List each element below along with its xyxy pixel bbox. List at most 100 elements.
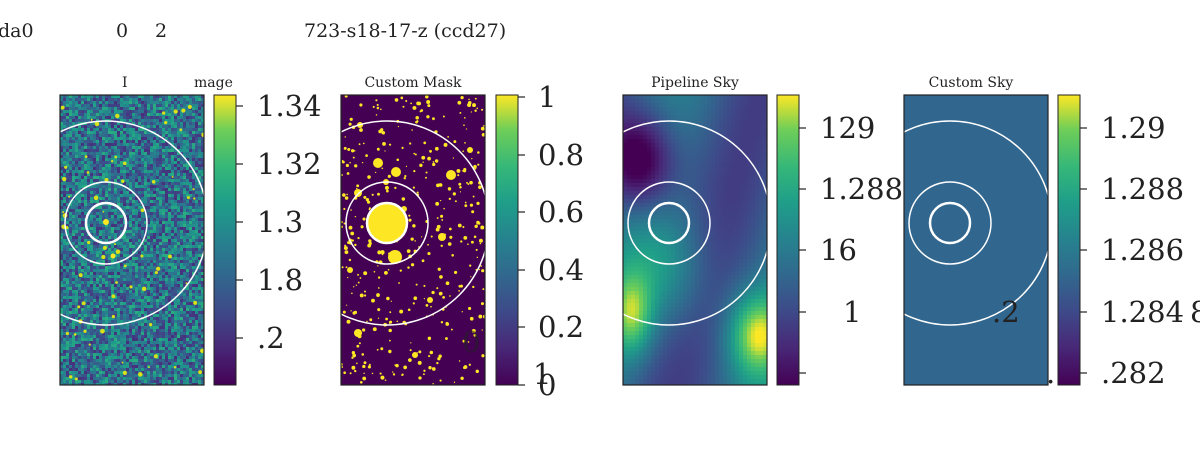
heatmap-cell: [60, 293, 63, 296]
mask-speck: [358, 342, 361, 345]
heatmap-cell: [123, 143, 126, 146]
heatmap-cell: [126, 182, 129, 185]
heatmap-cell: [105, 260, 108, 263]
heatmap-cell: [144, 227, 147, 230]
heatmap-cell: [114, 302, 117, 305]
heatmap-cell: [84, 98, 87, 101]
heatmap-cell: [144, 215, 147, 218]
heatmap-cell: [156, 290, 159, 293]
heatmap-cell: [105, 287, 108, 290]
heatmap-cell: [141, 95, 144, 98]
heatmap-cell: [72, 239, 75, 242]
heatmap-cell: [135, 227, 138, 230]
heatmap-cell: [108, 143, 111, 146]
heatmap-cell: [60, 233, 63, 236]
heatmap-cell: [108, 287, 111, 290]
heatmap-cell: [84, 266, 87, 269]
heatmap-cell: [156, 245, 159, 248]
heatmap-cell: [168, 299, 171, 302]
heatmap-cell: [183, 248, 186, 251]
heatmap-cell: [156, 221, 159, 224]
heatmap-cell: [183, 335, 186, 338]
heatmap-cell: [171, 254, 174, 257]
heatmap-cell: [69, 350, 72, 353]
source-point: [148, 366, 150, 368]
heatmap-cell: [198, 137, 201, 140]
heatmap-cell: [174, 221, 177, 224]
heatmap-cell: [84, 284, 87, 287]
heatmap-cell: [141, 365, 144, 368]
heatmap-cell: [135, 122, 138, 125]
heatmap-cell: [141, 170, 144, 173]
heatmap-cell: [186, 302, 189, 305]
heatmap-cell: [96, 224, 99, 227]
heatmap-cell: [123, 260, 126, 263]
heatmap-cell: [132, 311, 135, 314]
heatmap-cell: [141, 275, 144, 278]
heatmap-cell: [141, 212, 144, 215]
heatmap-cell: [177, 146, 180, 149]
heatmap-cell: [189, 293, 192, 296]
heatmap-cell: [90, 242, 93, 245]
heatmap-cell: [195, 245, 198, 248]
heatmap-cell: [66, 143, 69, 146]
heatmap-cell: [126, 263, 129, 266]
heatmap-cell: [126, 152, 129, 155]
heatmap-cell: [183, 380, 186, 383]
heatmap-cell: [123, 104, 126, 107]
heatmap-cell: [153, 170, 156, 173]
heatmap-cell: [168, 287, 171, 290]
heatmap-cell: [189, 332, 192, 335]
heatmap-cell: [102, 278, 105, 281]
heatmap-cell: [75, 266, 78, 269]
heatmap-cell: [90, 113, 93, 116]
heatmap-cell: [165, 182, 168, 185]
heatmap-cell: [165, 110, 168, 113]
heatmap-cell: [108, 140, 111, 143]
heatmap-cell: [162, 308, 165, 311]
heatmap-cell: [66, 131, 69, 134]
heatmap-cell: [183, 278, 186, 281]
heatmap-cell: [84, 275, 87, 278]
heatmap-cell: [69, 254, 72, 257]
heatmap-cell: [129, 110, 132, 113]
heatmap-cell: [201, 248, 204, 251]
mask-speck: [359, 128, 363, 132]
heatmap-cell: [99, 149, 102, 152]
colorbar-image-tick: 1.3: [257, 205, 303, 239]
heatmap-cell: [102, 311, 105, 314]
heatmap-cell: [72, 254, 75, 257]
heatmap-cell: [198, 239, 201, 242]
heatmap-cell: [72, 116, 75, 119]
heatmap-cell: [120, 263, 123, 266]
heatmap-cell: [171, 98, 174, 101]
heatmap-cell: [102, 113, 105, 116]
heatmap-cell: [174, 233, 177, 236]
heatmap-cell: [93, 326, 96, 329]
heatmap-cell: [99, 290, 102, 293]
heatmap-cell: [135, 374, 138, 377]
heatmap-cell: [78, 290, 81, 293]
heatmap-cell: [78, 158, 81, 161]
heatmap-cell: [105, 320, 108, 323]
heatmap-cell: [153, 350, 156, 353]
heatmap-cell: [120, 365, 123, 368]
heatmap-cell: [69, 176, 72, 179]
heatmap-cell: [81, 104, 84, 107]
heatmap-cell: [165, 287, 168, 290]
mask-speck: [342, 193, 346, 197]
heatmap-cell: [180, 308, 183, 311]
heatmap-cell: [141, 290, 144, 293]
heatmap-cell: [123, 323, 126, 326]
heatmap-cell: [198, 185, 201, 188]
heatmap-cell: [93, 230, 96, 233]
source-point: [181, 108, 186, 113]
heatmap-cell: [198, 209, 201, 212]
heatmap-cell: [117, 128, 120, 131]
heatmap-cell: [144, 206, 147, 209]
heatmap-cell: [156, 101, 159, 104]
heatmap-cell: [153, 260, 156, 263]
heatmap-cell: [123, 158, 126, 161]
heatmap-cell: [90, 353, 93, 356]
heatmap-cell: [201, 326, 204, 329]
